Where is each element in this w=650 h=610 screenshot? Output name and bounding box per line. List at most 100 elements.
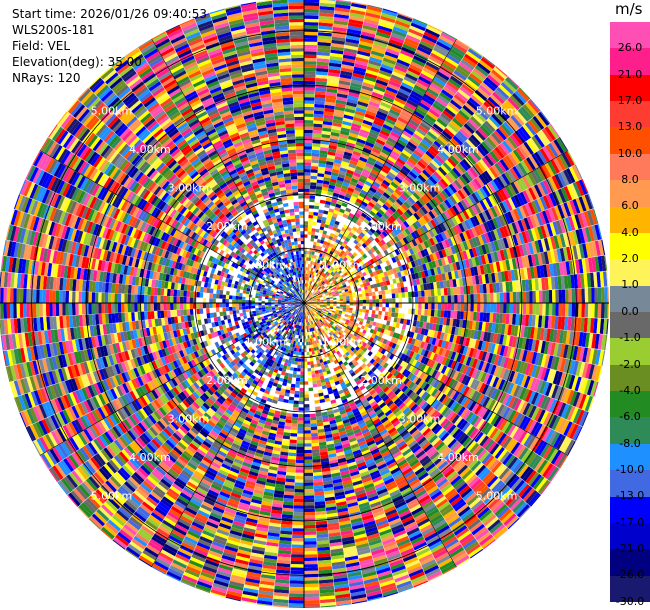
range-gate bbox=[314, 364, 318, 368]
range-gate bbox=[493, 303, 497, 313]
range-gate bbox=[549, 290, 553, 303]
range-gate bbox=[304, 221, 308, 224]
range-gate bbox=[310, 238, 314, 242]
range-gate bbox=[304, 143, 312, 146]
range-gate bbox=[588, 303, 592, 318]
range-gate bbox=[549, 303, 553, 316]
range-gate bbox=[424, 290, 428, 296]
range-gate bbox=[304, 149, 312, 152]
range-gate bbox=[368, 289, 372, 293]
range-gate bbox=[399, 298, 402, 303]
range-gate bbox=[375, 295, 379, 299]
range-gate bbox=[311, 436, 318, 440]
range-gate bbox=[330, 300, 333, 302]
range-gate bbox=[435, 303, 438, 310]
range-gate bbox=[519, 303, 523, 314]
range-gate bbox=[362, 290, 366, 294]
range-gate bbox=[604, 303, 608, 318]
range-gate bbox=[308, 342, 310, 346]
range-gate bbox=[304, 97, 314, 101]
range-gate bbox=[352, 295, 356, 298]
range-gate bbox=[312, 146, 320, 150]
range-gate bbox=[506, 303, 510, 313]
range-gate bbox=[311, 433, 318, 437]
range-gate bbox=[346, 310, 350, 313]
range-gate bbox=[306, 257, 308, 260]
range-gate bbox=[304, 91, 315, 95]
range-gate bbox=[594, 288, 598, 303]
range-gate bbox=[304, 2, 319, 6]
range-gate bbox=[304, 169, 311, 172]
range-gate bbox=[349, 298, 352, 301]
range-gate bbox=[461, 295, 464, 303]
range-gate bbox=[391, 312, 395, 317]
range-gate bbox=[310, 189, 316, 193]
range-gate bbox=[308, 228, 312, 232]
range-gate bbox=[313, 242, 317, 246]
range-gate bbox=[546, 303, 550, 315]
range-gate bbox=[304, 61, 316, 65]
range-gate bbox=[405, 292, 409, 297]
range-gate bbox=[398, 288, 402, 293]
range-gate bbox=[562, 289, 566, 302]
range-gate bbox=[441, 296, 444, 303]
range-gate bbox=[346, 298, 349, 300]
range-gate bbox=[343, 305, 346, 307]
range-gate bbox=[418, 303, 421, 309]
range-gate bbox=[460, 311, 464, 319]
range-gate bbox=[306, 332, 308, 335]
range-gate bbox=[382, 299, 385, 303]
range-gate bbox=[372, 295, 376, 299]
range-gate bbox=[366, 296, 370, 299]
range-gate bbox=[304, 87, 315, 91]
range-gate bbox=[304, 153, 312, 156]
range-gate bbox=[304, 176, 310, 179]
range-gate bbox=[457, 303, 460, 311]
range-gate bbox=[480, 303, 483, 312]
range-gate bbox=[358, 288, 362, 292]
range-gate bbox=[313, 384, 318, 388]
range-gate bbox=[306, 339, 308, 342]
range-gate bbox=[448, 295, 451, 302]
range-gate bbox=[373, 299, 376, 303]
range-gate bbox=[320, 200, 326, 204]
range-gate bbox=[513, 303, 517, 314]
range-gate bbox=[312, 377, 316, 381]
range-gate bbox=[424, 309, 428, 315]
range-gate bbox=[311, 439, 318, 443]
range-gate bbox=[374, 314, 378, 318]
range-gate bbox=[400, 329, 405, 335]
range-gate bbox=[418, 309, 422, 315]
range-gate bbox=[309, 199, 314, 203]
range-gate bbox=[376, 303, 379, 307]
range-gate bbox=[307, 332, 309, 335]
range-gate bbox=[358, 312, 362, 315]
range-gate bbox=[309, 315, 311, 318]
range-gate bbox=[376, 307, 380, 311]
range-gate bbox=[304, 48, 317, 52]
range-gate bbox=[425, 303, 428, 309]
range-gate bbox=[312, 150, 320, 154]
range-gate bbox=[304, 133, 313, 136]
range-gate bbox=[306, 267, 308, 270]
range-gate bbox=[379, 295, 383, 299]
range-gate bbox=[389, 307, 393, 312]
range-gate bbox=[333, 305, 336, 307]
range-gate bbox=[312, 251, 315, 255]
range-gate bbox=[366, 300, 369, 303]
range-gate bbox=[362, 293, 366, 296]
range-gate bbox=[552, 303, 556, 316]
range-gate bbox=[591, 288, 595, 303]
range-gate bbox=[310, 186, 316, 190]
range-gate bbox=[487, 303, 491, 312]
range-gate bbox=[408, 292, 412, 298]
range-gate bbox=[312, 153, 320, 157]
range-gate bbox=[304, 42, 317, 46]
range-gate bbox=[304, 166, 311, 169]
range-gate bbox=[308, 225, 312, 229]
range-gate bbox=[437, 310, 441, 317]
range-gate bbox=[601, 287, 605, 302]
range-gate bbox=[308, 378, 312, 382]
range-gate bbox=[304, 9, 319, 13]
range-gate bbox=[431, 310, 435, 317]
